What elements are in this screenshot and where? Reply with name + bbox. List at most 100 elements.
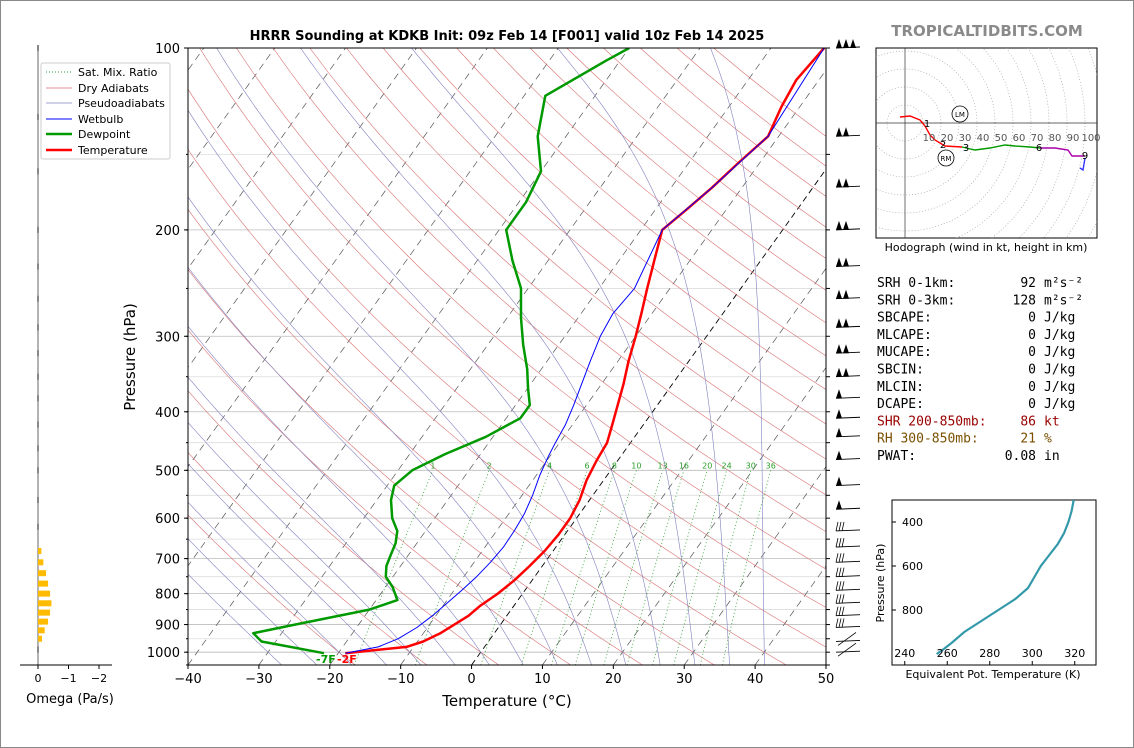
stat-label: MLCIN: <box>877 380 924 395</box>
stat-label: SHR 200-850mb: <box>877 414 987 429</box>
wind-barb-flag <box>836 127 842 137</box>
wind-barb-flag <box>843 178 849 188</box>
omega-bar <box>37 350 39 357</box>
site-watermark: TROPICALTIDBITS.COM <box>891 22 1083 40</box>
omega-bar <box>37 263 39 270</box>
mixing-ratio-label: 13 <box>658 461 668 470</box>
hodograph-ring-label: 60 <box>1013 133 1026 144</box>
x-tick-label: −40 <box>174 672 201 687</box>
theta-e-ytick-label: 800 <box>902 604 923 617</box>
skewt-background <box>188 48 826 665</box>
y-tick-label: 400 <box>155 406 180 421</box>
omega-bar <box>37 295 39 302</box>
wind-barb <box>835 450 861 461</box>
stat-value: 92 <box>1020 276 1036 291</box>
stat-label: SRH 0-1km: <box>877 276 955 291</box>
isotherm <box>613 366 826 665</box>
omega-bar <box>38 627 45 634</box>
mixing-ratio-label: 8 <box>612 461 617 470</box>
wind-barb-flag <box>843 344 849 354</box>
hodograph-labels: 10 20 30 40 50 60 70 80 90 100 12 3 6 9 LM RM <box>923 105 1101 167</box>
skewt-axes-frame <box>187 47 827 666</box>
stat-unit: kt <box>1044 414 1060 429</box>
omega-bar <box>38 600 52 607</box>
x-axis-label: Temperature (°C) <box>441 692 571 710</box>
wind-barb <box>835 389 861 399</box>
wind-barb <box>835 500 861 510</box>
wind-barb-flag <box>836 178 842 188</box>
wind-barb <box>835 289 861 300</box>
y-tick-label: 500 <box>155 464 180 479</box>
wind-barb <box>835 344 861 354</box>
mixing-ratio-line <box>521 470 588 665</box>
wind-barb <box>835 367 861 378</box>
omega-bar <box>37 523 39 530</box>
wind-barb <box>835 538 861 548</box>
stat-value: 0 <box>1028 363 1036 378</box>
wind-barb <box>835 632 861 646</box>
mixing-ratio-line <box>414 470 490 665</box>
wind-barb-flag <box>843 220 849 230</box>
dry-adiabat <box>382 48 826 425</box>
dry-adiabat <box>309 48 826 496</box>
moist-adiabat <box>557 48 730 665</box>
stat-label: SRH 0-3km: <box>877 293 955 308</box>
wind-barb <box>835 594 861 604</box>
legend-dry-label: Dry Adiabats <box>78 82 149 95</box>
stat-value: 0 <box>1028 328 1036 343</box>
wind-barb <box>835 521 861 532</box>
wind-barb <box>835 318 861 328</box>
theta-e-profile <box>935 499 1075 655</box>
wind-barb-flag <box>836 344 842 354</box>
wind-barb <box>835 618 861 628</box>
dry-adiabat <box>188 148 787 665</box>
y-tick-label: 800 <box>155 588 180 603</box>
theta-e-panel: 240 260 280 300 320 400 600 800 <box>892 499 1085 665</box>
stat-label: MLCAPE: <box>877 328 932 343</box>
wind-barb <box>835 642 861 657</box>
mixing-ratio-line <box>673 470 727 665</box>
hodograph-height-label: 3 <box>963 143 969 154</box>
hodograph-ring-label: 40 <box>977 133 990 144</box>
legend-mix-label: Sat. Mix. Ratio <box>78 66 158 79</box>
hodograph-trace <box>1040 147 1085 157</box>
hodograph-ring-label: 80 <box>1049 133 1062 144</box>
hodograph-trace <box>961 144 1041 151</box>
omega-bar <box>37 373 40 380</box>
hodograph-trace <box>899 115 963 148</box>
hodograph-ring-label: 100 <box>1081 133 1100 144</box>
stat-unit: % <box>1044 432 1052 447</box>
theta-e-xtick-label: 260 <box>937 647 958 660</box>
wetbulb-profile <box>345 48 825 654</box>
skewt-ticks: −40 −30 −20 −10 0 10 20 30 40 50 100 200 300 400 500 60… <box>147 42 834 687</box>
storm-motion-marker <box>937 149 955 167</box>
theta-e-xlabel: Equivalent Pot. Temperature (K) <box>905 668 1080 681</box>
storm-motion-label: RM <box>941 155 952 163</box>
stat-label: SBCAPE: <box>877 311 932 326</box>
wind-barb <box>835 553 861 563</box>
wind-barb-flag <box>850 39 856 48</box>
omega-bar <box>38 580 49 587</box>
stat-value: 0 <box>1028 397 1036 412</box>
legend-box <box>40 62 171 160</box>
storm-motion-marker <box>951 105 969 123</box>
theta-e-ytick-label: 400 <box>902 516 923 529</box>
stat-value: 0.08 <box>1005 449 1036 464</box>
stat-label: SBCIN: <box>877 363 924 378</box>
surface-temperature-label: -2F <box>337 653 357 666</box>
omega-bar <box>37 467 39 474</box>
y-tick-label: 300 <box>155 330 180 345</box>
x-tick-label: 20 <box>605 672 622 687</box>
wind-barb-flag <box>836 289 842 299</box>
dry-adiabat <box>188 269 643 665</box>
wind-barb <box>835 409 861 419</box>
omega-axis-label: Omega (Pa/s) <box>26 692 114 707</box>
stat-unit: J/kg <box>1044 345 1075 360</box>
hodograph-frame <box>875 47 1098 239</box>
temperature-profile <box>345 48 826 655</box>
mixing-ratio-labels: 1 2 4 6 8 10 13 16 20 24 30 36 <box>430 461 775 470</box>
wind-barb-flag <box>843 39 849 48</box>
moist-adiabat <box>188 109 592 665</box>
moist-adiabat <box>188 463 387 665</box>
